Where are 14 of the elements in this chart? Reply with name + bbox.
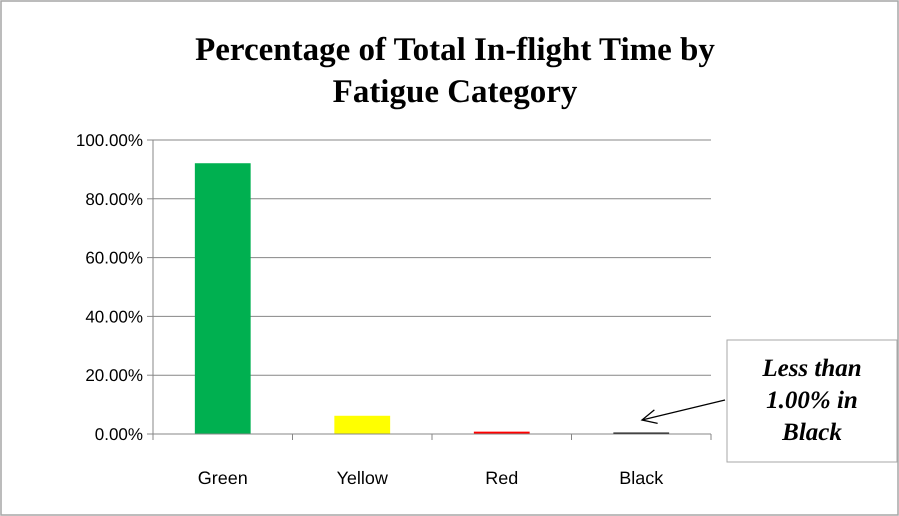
chart-title: Percentage of Total In-flight Time by Fatigue Category bbox=[195, 32, 716, 110]
x-tick-label: Green bbox=[198, 468, 248, 488]
bar bbox=[194, 163, 251, 434]
y-tick-label: 80.00% bbox=[85, 190, 143, 209]
y-tick-label: 100.00% bbox=[76, 130, 143, 150]
x-tick-label: Yellow bbox=[336, 468, 389, 488]
x-tick-label: Black bbox=[619, 468, 664, 488]
y-tick-label: 20.00% bbox=[85, 366, 143, 386]
y-tick-label: 60.00% bbox=[85, 248, 143, 268]
y-tick-label: 0.00% bbox=[94, 424, 143, 444]
y-tick-label: 40.00% bbox=[85, 307, 143, 326]
bar bbox=[334, 416, 390, 434]
text: Less than 1.00% in Black bbox=[761, 355, 862, 446]
x-tick-label: Red bbox=[485, 468, 518, 488]
